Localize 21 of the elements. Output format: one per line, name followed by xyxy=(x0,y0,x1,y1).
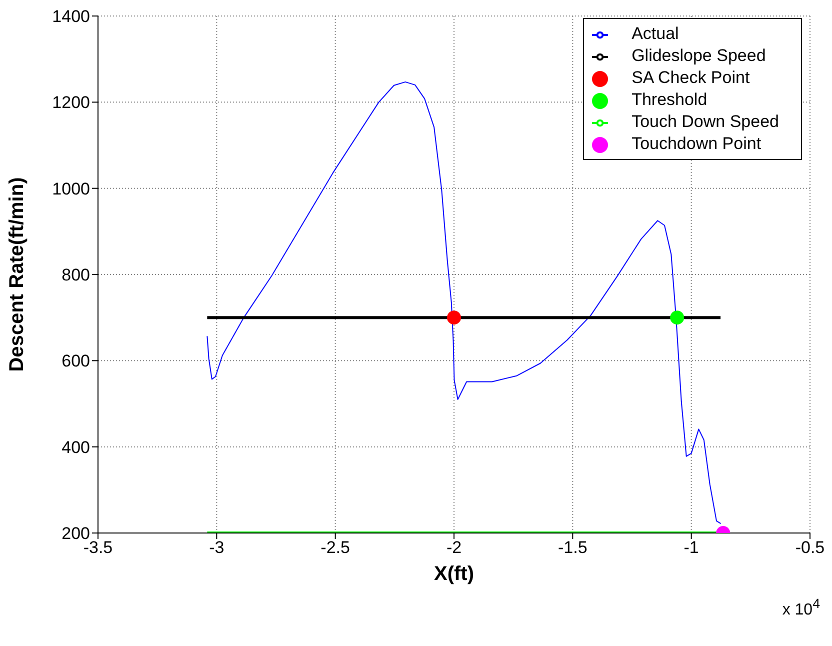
x-axis-title: X(ft) xyxy=(434,563,474,585)
x-tick-label: -3 xyxy=(209,538,224,558)
y-tick-label: 1200 xyxy=(52,93,90,112)
legend-label: Touchdown Point xyxy=(632,134,762,153)
x-tick-label: -0.5 xyxy=(795,538,825,558)
y-tick-label: 600 xyxy=(62,352,90,371)
y-tick-label: 800 xyxy=(62,266,90,285)
y-tick-label: 1000 xyxy=(52,179,90,198)
legend-label: Threshold xyxy=(632,90,708,109)
legend-label: Touch Down Speed xyxy=(632,112,779,131)
legend-label: SA Check Point xyxy=(632,68,750,87)
x-tick-label: -1 xyxy=(684,538,699,558)
legend-label: Glideslope Speed xyxy=(632,46,766,65)
x-tick-label: -2.5 xyxy=(320,538,350,558)
y-tick-label: 400 xyxy=(62,438,90,457)
y-tick-label: 1400 xyxy=(52,7,90,26)
y-axis-title: Descent Rate(ft/min) xyxy=(6,177,28,372)
x-tick-label: -1.5 xyxy=(558,538,588,558)
legend-label: Actual xyxy=(632,24,679,43)
text: x 10$^{4}$ xyxy=(782,596,820,620)
x-tick-label: -2 xyxy=(446,538,462,558)
